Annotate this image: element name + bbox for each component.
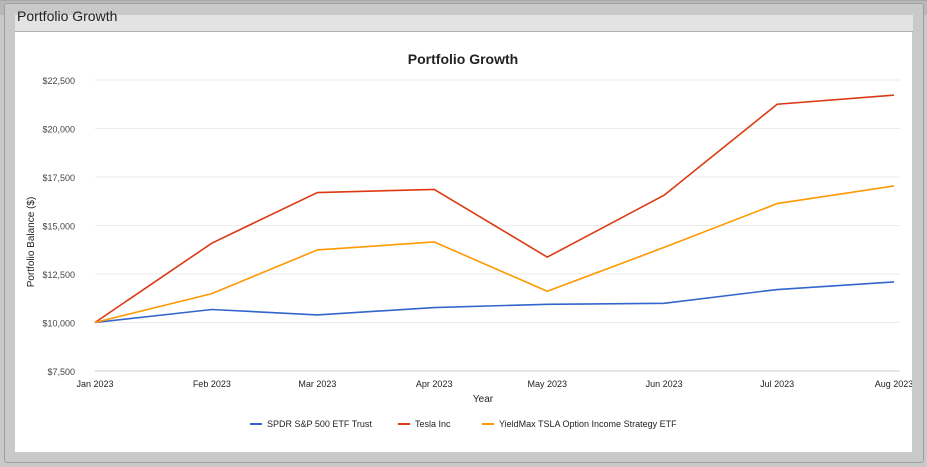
- panel-header: [15, 15, 913, 32]
- legend-item[interactable]: SPDR S&P 500 ETF Trust: [250, 419, 372, 429]
- y-tick-label: $22,500: [42, 76, 75, 86]
- legend-label: SPDR S&P 500 ETF Trust: [267, 419, 372, 429]
- x-tick-label: Feb 2023: [193, 379, 231, 389]
- series-line-2[interactable]: [94, 185, 895, 324]
- chart-container: Portfolio Growth $7,500 $10,000 $12,500 $15…: [15, 32, 913, 452]
- x-tick-label: Aug 2023: [875, 379, 912, 389]
- y-axis-label: Portfolio Balance ($): [26, 197, 37, 288]
- series-line-0[interactable]: [94, 281, 895, 324]
- y-tick-label: $17,500: [42, 173, 75, 183]
- line-chart: Portfolio Growth $7,500 $10,000 $12,500 $15…: [26, 51, 913, 429]
- x-tick-label: Jan 2023: [76, 379, 113, 389]
- x-tick-label: Mar 2023: [298, 379, 336, 389]
- legend-label: Tesla Inc: [415, 419, 451, 429]
- y-tick-label: $20,000: [42, 125, 75, 135]
- chart-title: Portfolio Growth: [408, 51, 518, 67]
- panel-title: Portfolio Growth: [17, 8, 118, 24]
- legend-label: YieldMax TSLA Option Income Strategy ETF: [499, 419, 677, 429]
- y-tick-label: $7,500: [47, 367, 75, 377]
- legend-item[interactable]: Tesla Inc: [398, 419, 451, 429]
- y-tick-label: $12,500: [42, 270, 75, 280]
- series-line-1[interactable]: [94, 94, 895, 324]
- x-tick-label: Apr 2023: [416, 379, 453, 389]
- y-tick-label: $10,000: [42, 319, 75, 329]
- x-tick-label: Jul 2023: [760, 379, 794, 389]
- y-tick-label: $15,000: [42, 222, 75, 232]
- x-axis-label: Year: [473, 394, 494, 405]
- legend-item[interactable]: YieldMax TSLA Option Income Strategy ETF: [482, 419, 677, 429]
- x-tick-label: Jun 2023: [646, 379, 683, 389]
- x-tick-label: May 2023: [527, 379, 567, 389]
